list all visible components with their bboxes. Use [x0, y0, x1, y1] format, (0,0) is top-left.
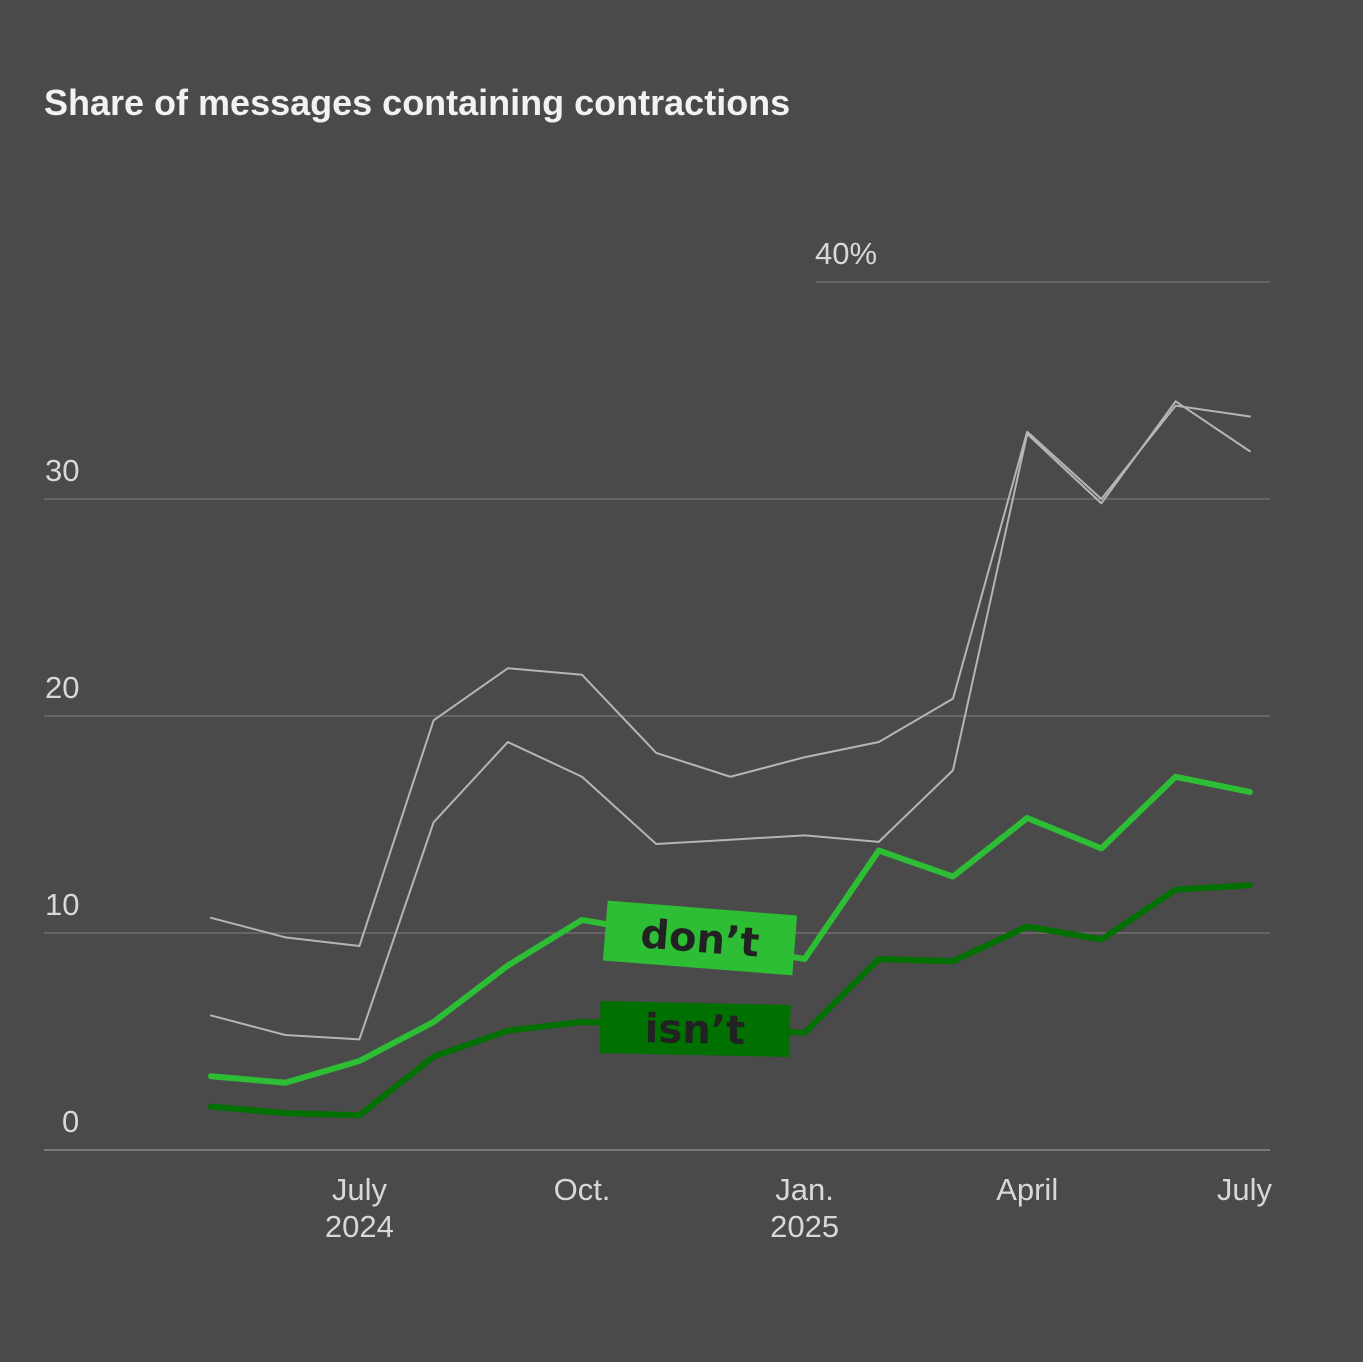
x-tick-sublabel: 2024	[325, 1209, 394, 1244]
series-label-box	[599, 1001, 791, 1057]
y-tick-label: 20	[45, 670, 79, 705]
x-tick-label: July	[332, 1172, 388, 1207]
series-label: don’t	[602, 900, 798, 976]
y-tick-label: 40%	[815, 236, 877, 271]
y-tick-label: 30	[45, 453, 79, 488]
x-tick-sublabel: 2025	[770, 1209, 839, 1244]
x-tick-label: Jan.	[775, 1172, 834, 1207]
x-tick-label: July	[1217, 1172, 1273, 1207]
series-line-other1	[210, 404, 1251, 948]
y-tick-label: 10	[45, 887, 79, 922]
series-line-other2	[210, 400, 1251, 1041]
y-tick-label: 0	[62, 1104, 79, 1139]
series-label-box	[602, 900, 798, 976]
series-label-text: don’t	[639, 911, 761, 966]
x-tick-label: April	[996, 1172, 1058, 1207]
series-label-text: isn’t	[644, 1006, 745, 1054]
chart-title: Share of messages containing contraction…	[44, 82, 791, 123]
x-tick-label: Oct.	[554, 1172, 611, 1207]
series-label: isn’t	[599, 1001, 791, 1057]
